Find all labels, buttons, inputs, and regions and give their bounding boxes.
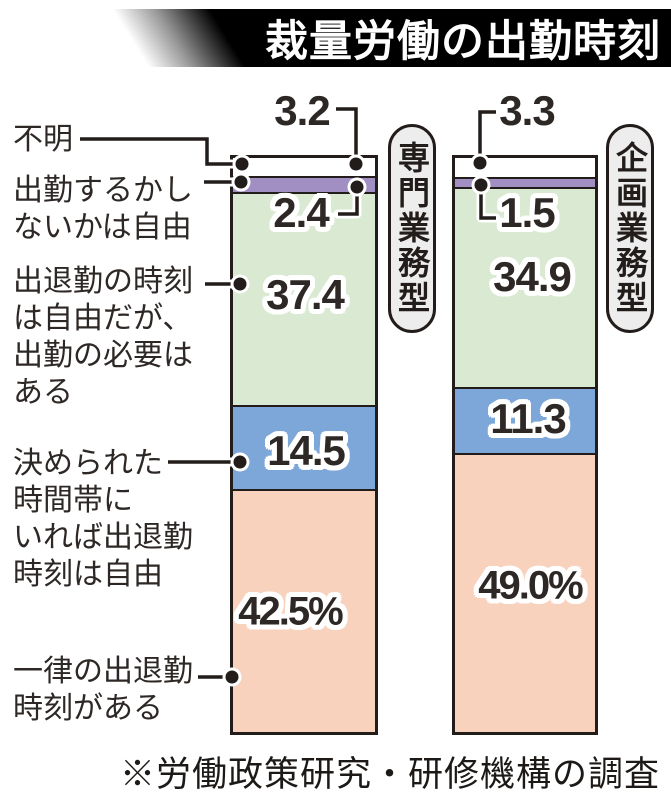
segment-label-free-time-attendance-required: 出退勤の時刻 は自由だが、 出勤の必要は ある	[13, 265, 193, 409]
segment-label-attendance-optional: 出勤するかし ないかは自由	[13, 174, 193, 244]
title-banner: 裁量労働の出勤時刻	[100, 9, 671, 67]
bar-category-pill-senmon: 専門業務型	[388, 124, 436, 333]
bar-segment-free-time-attendance-required	[233, 191, 375, 406]
source-note: ※労働政策研究・研修機構の調査	[119, 755, 660, 794]
value-label-senmon-core-time: 14.5	[267, 427, 346, 474]
bar-segment-unknown	[233, 158, 375, 177]
value-label-senmon-attendance-optional: 2.4	[273, 189, 329, 236]
bar-segment-fixed-times	[233, 489, 375, 732]
bar-category-pill-kikaku: 企画業務型	[606, 124, 654, 333]
value-label-kikaku-core-time: 11.3	[490, 395, 566, 442]
segment-label-core-time-free: 決められた 時間帯に いれば出退勤 時刻は自由	[13, 447, 193, 591]
bar-category-label: 企画業務型	[612, 141, 648, 316]
value-label-senmon-fixed: 42.5%	[238, 589, 343, 634]
bar-segment-unknown	[455, 158, 595, 177]
value-label-kikaku-unknown: 3.3	[499, 87, 555, 134]
stacked-bar-kikaku	[452, 155, 598, 735]
segment-label-unknown: 不明	[13, 123, 73, 156]
bar-segment-core-time-free	[455, 386, 595, 453]
bar-segment-fixed-times	[455, 452, 595, 732]
chart-title: 裁量労働の出勤時刻	[265, 18, 661, 66]
value-label-kikaku-fixed: 49.0%	[478, 563, 583, 608]
bar-segment-core-time-free	[233, 405, 375, 490]
value-label-kikaku-free-time: 34.9	[493, 253, 572, 300]
segment-label-fixed-times: 一律の出退勤 時刻がある	[13, 655, 193, 725]
value-label-kikaku-attendance-optional: 1.5	[499, 189, 555, 236]
value-label-senmon-unknown: 3.2	[274, 87, 330, 134]
bar-segment-attendance-optional	[455, 176, 595, 188]
bar-category-label: 専門業務型	[394, 141, 430, 316]
value-label-senmon-free-time: 37.4	[266, 271, 345, 318]
